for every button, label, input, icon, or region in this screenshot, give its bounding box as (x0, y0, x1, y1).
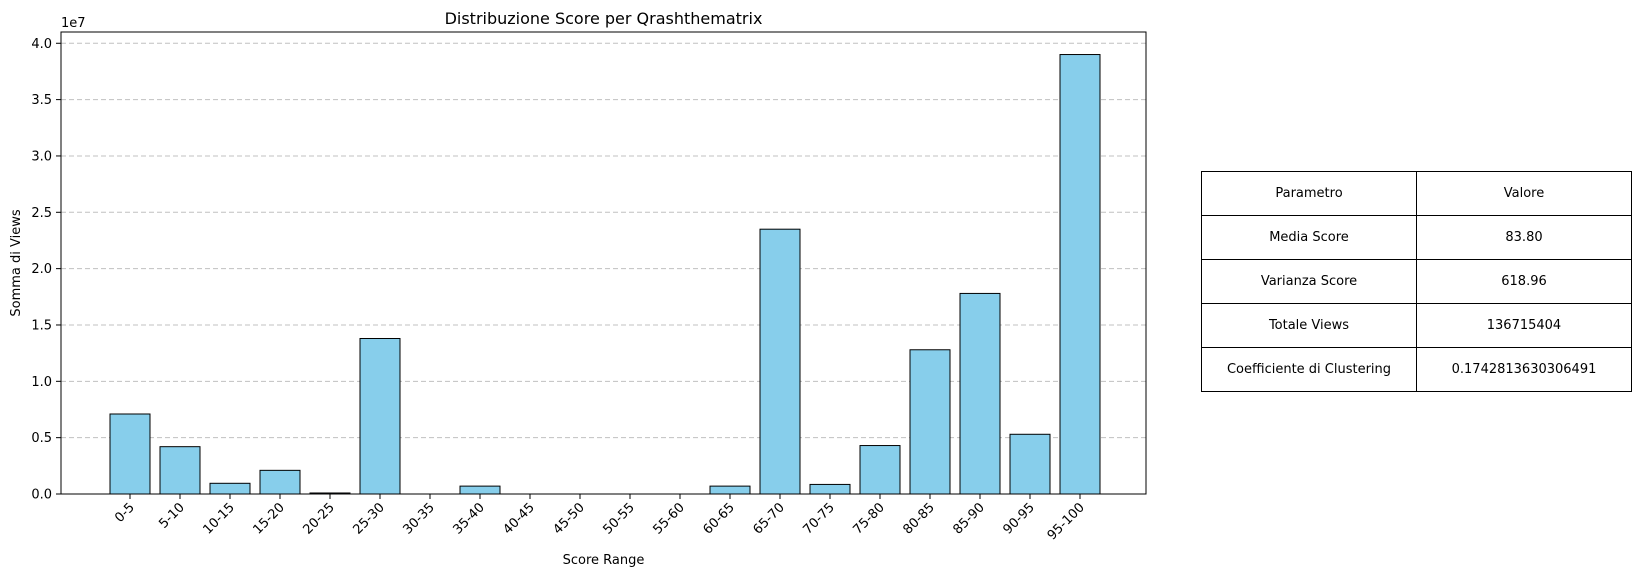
table-row: Varianza Score 618.96 (1201, 259, 1632, 304)
bars (109, 54, 1101, 495)
bar (1009, 433, 1051, 495)
x-tick-label: 70-75 (801, 500, 838, 537)
table-cell-parameter: Varianza Score (1201, 259, 1417, 304)
table-header-cell: Valore (1416, 171, 1632, 216)
table-header-cell: Parametro (1201, 171, 1417, 216)
bar (759, 228, 801, 495)
bar (809, 483, 851, 495)
bar (959, 292, 1001, 495)
x-tick-label: 65-70 (751, 500, 788, 537)
plot-frame (60, 31, 1147, 495)
table-cell-value: 0.1742813630306491 (1416, 347, 1632, 392)
bar (359, 337, 401, 495)
x-tick-label: 95-100 (1045, 500, 1088, 543)
y-tick-label: 0.0 (31, 488, 52, 503)
bar (859, 445, 901, 495)
bar (159, 446, 201, 495)
x-tick-label: 25-30 (351, 500, 388, 537)
x-tick-label: 75-80 (851, 500, 888, 537)
y-tick-label: 0.5 (31, 431, 52, 446)
table-row: Totale Views 136715404 (1201, 303, 1632, 348)
stats-table: Parametro Valore Media Score 83.80 Varia… (1201, 171, 1632, 392)
bar (459, 485, 501, 495)
x-tick-label: 20-25 (301, 500, 338, 537)
x-tick-label: 5-10 (156, 500, 187, 531)
x-tick-label: 10-15 (201, 500, 238, 537)
x-tick-label: 90-95 (1001, 500, 1038, 537)
x-tick-label: 30-35 (401, 500, 438, 537)
bar (709, 485, 751, 495)
x-tick-label: 55-60 (651, 500, 688, 537)
table-row: Media Score 83.80 (1201, 215, 1632, 260)
x-tick-label: 0-5 (112, 500, 138, 526)
bar (209, 482, 251, 495)
x-tick-label: 45-50 (551, 500, 588, 537)
table-cell-value: 83.80 (1416, 215, 1632, 260)
y-tick-label: 4.0 (31, 37, 52, 52)
table-header-row: Parametro Valore (1201, 171, 1632, 216)
y-tick-label: 2.0 (31, 262, 52, 277)
table-cell-value: 136715404 (1416, 303, 1632, 348)
y-tick-label: 1.0 (31, 375, 52, 390)
chart-title: Distribuzione Score per Qrashthematrix (445, 9, 763, 28)
y-tick-label: 1.5 (31, 318, 52, 333)
bar (109, 413, 151, 495)
x-tick-label: 15-20 (251, 500, 288, 537)
bar (1059, 54, 1101, 495)
x-tick-label: 35-40 (451, 500, 488, 537)
table-row: Coefficiente di Clustering 0.17428136303… (1201, 347, 1632, 392)
bar (259, 469, 301, 495)
y-tick-label: 2.5 (31, 206, 52, 221)
bar (909, 349, 951, 495)
x-tick-label: 80-85 (901, 500, 938, 537)
y-axis-label: Somma di Views (9, 209, 24, 316)
x-tick-label: 60-65 (701, 500, 738, 537)
x-tick-label: 40-45 (501, 500, 538, 537)
x-tick-label: 50-55 (601, 500, 638, 537)
table-cell-value: 618.96 (1416, 259, 1632, 304)
table-cell-parameter: Coefficiente di Clustering (1201, 347, 1417, 392)
y-tick-label: 3.5 (31, 93, 52, 108)
x-axis-label: Score Range (563, 553, 645, 568)
y-scale-label: 1e7 (61, 16, 86, 31)
table-cell-parameter: Media Score (1201, 215, 1417, 260)
bar-chart: 0.0 0.5 1.0 1.5 2.0 2.5 3.0 3.5 4.0 0-5 5-10 10-15 1… (9, 9, 1147, 568)
x-tick-label: 85-90 (951, 500, 988, 537)
table-cell-parameter: Totale Views (1201, 303, 1417, 348)
y-tick-label: 3.0 (31, 149, 52, 164)
